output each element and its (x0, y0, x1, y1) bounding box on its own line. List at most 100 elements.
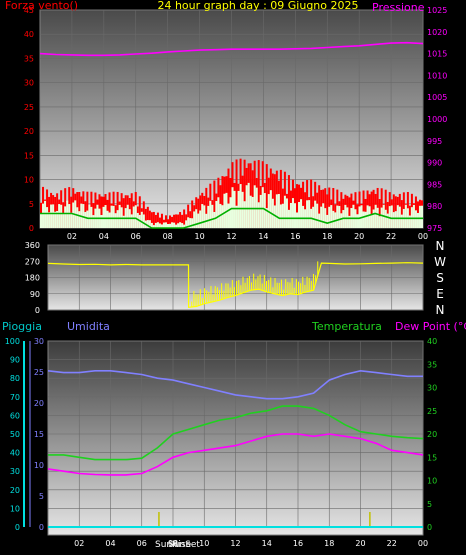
gust-bar (175, 214, 178, 228)
temperature-axis-title: Temperatura (311, 320, 382, 333)
gust-bar (164, 215, 167, 228)
wind-bar (392, 212, 395, 228)
wind-bar (344, 204, 347, 228)
wind-bar (291, 198, 294, 228)
wind-bar (418, 205, 421, 228)
gust-bar (265, 164, 268, 228)
dewpoint-axis-title: Dew Point (°C) (395, 320, 466, 333)
pressure-tick-label: 980 (427, 202, 442, 211)
wind-bar (398, 206, 401, 228)
wind-bar (253, 185, 256, 228)
wind-bar (110, 205, 113, 228)
wind-bar (68, 204, 71, 228)
temp-tick-label: 15 (427, 453, 437, 462)
wind-bar (328, 206, 331, 228)
temp-tick-label: 35 (427, 360, 437, 369)
wind-bar (326, 214, 329, 228)
wind-bar (207, 205, 210, 228)
wind-bar (412, 204, 415, 228)
wind-bar (408, 215, 411, 228)
wind-bar (370, 213, 373, 228)
direction-tick-label: 360 (25, 241, 40, 250)
wind-bar (390, 205, 393, 228)
wind-bar (261, 187, 264, 228)
wind-bar (46, 207, 49, 228)
wind-bar (221, 205, 224, 228)
wind-bar (386, 213, 389, 228)
gust-bar (249, 163, 252, 228)
wind-bar (358, 206, 361, 228)
wind-bar (126, 204, 129, 228)
gust-bar (326, 194, 329, 228)
wind-bar (92, 215, 95, 228)
pressure-tick-label: 975 (427, 224, 442, 233)
gust-bar (179, 212, 182, 228)
wind-bar (199, 210, 202, 228)
wind-bar (269, 190, 272, 228)
wind-bar (271, 198, 274, 228)
wind-tick-label: 25 (24, 103, 34, 112)
rain-tick-label: 90 (10, 356, 20, 365)
gust-bar (130, 193, 133, 228)
gust-bar (78, 192, 81, 228)
wind-bar (388, 206, 391, 228)
wind-bar (225, 192, 228, 228)
x-tick-label: 18 (324, 539, 334, 548)
wind-bar (104, 205, 107, 228)
gust-bar (257, 160, 260, 228)
gust-bar (273, 174, 276, 228)
x-tick-label: 06 (137, 539, 147, 548)
wind-bar (195, 209, 198, 228)
gust-bar (400, 200, 403, 228)
wind-bar (257, 202, 260, 228)
gust-bar (348, 197, 351, 228)
humidity-tick-label: 25 (34, 368, 44, 377)
wind-bar (62, 212, 65, 228)
wind-bar (54, 211, 57, 228)
gust-bar (332, 188, 335, 228)
wind-bar (223, 193, 226, 228)
wind-tick-label: 5 (29, 200, 34, 209)
wind-bar (44, 200, 47, 228)
wind-bar (66, 200, 69, 228)
wind-bar (364, 211, 367, 228)
wind-bar (156, 222, 159, 228)
rain-tick-label: 70 (10, 393, 20, 402)
wind-bar (336, 205, 339, 228)
wind-bar (239, 184, 242, 228)
gust-bar (150, 212, 153, 228)
temp-tick-label: 40 (427, 337, 437, 346)
gust-bar (296, 184, 299, 228)
pressure-tick-label: 1015 (427, 50, 447, 59)
rain-tick-label: 80 (10, 374, 20, 383)
wind-bar (169, 223, 172, 228)
pressure-line (39, 41, 424, 57)
wind-bar (414, 210, 417, 228)
x-tick-label: 08 (163, 232, 173, 241)
pressure-tick-label: 1020 (427, 28, 447, 37)
temp-tick-label: 0 (427, 523, 432, 532)
wind-bar (404, 204, 407, 228)
wind-bar (324, 208, 327, 228)
wind-bar (296, 212, 299, 228)
wind-bar (360, 205, 363, 228)
temp-tick-label: 25 (427, 407, 437, 416)
wind-bar (86, 210, 89, 228)
gust-bar (235, 159, 238, 228)
compass-n-bottom: N (436, 303, 445, 317)
gust-bar (144, 208, 147, 228)
pressure-axis-title: Pressione (372, 1, 425, 14)
x-tick-label: 06 (131, 232, 141, 241)
wind-bar (96, 204, 99, 228)
gust-bar (100, 196, 103, 228)
pressure-tick-label: 990 (427, 159, 442, 168)
pressure-tick-label: 1010 (427, 71, 447, 80)
wind-bar (229, 197, 232, 228)
humidity-tick-label: 20 (34, 399, 44, 408)
wind-bar (183, 224, 186, 228)
wind-bar (211, 204, 214, 228)
rain-tick-label: 0 (15, 523, 20, 532)
x-tick-label: 12 (230, 539, 240, 548)
temp-tick-label: 30 (427, 384, 437, 393)
dewpoint-line (47, 433, 424, 476)
